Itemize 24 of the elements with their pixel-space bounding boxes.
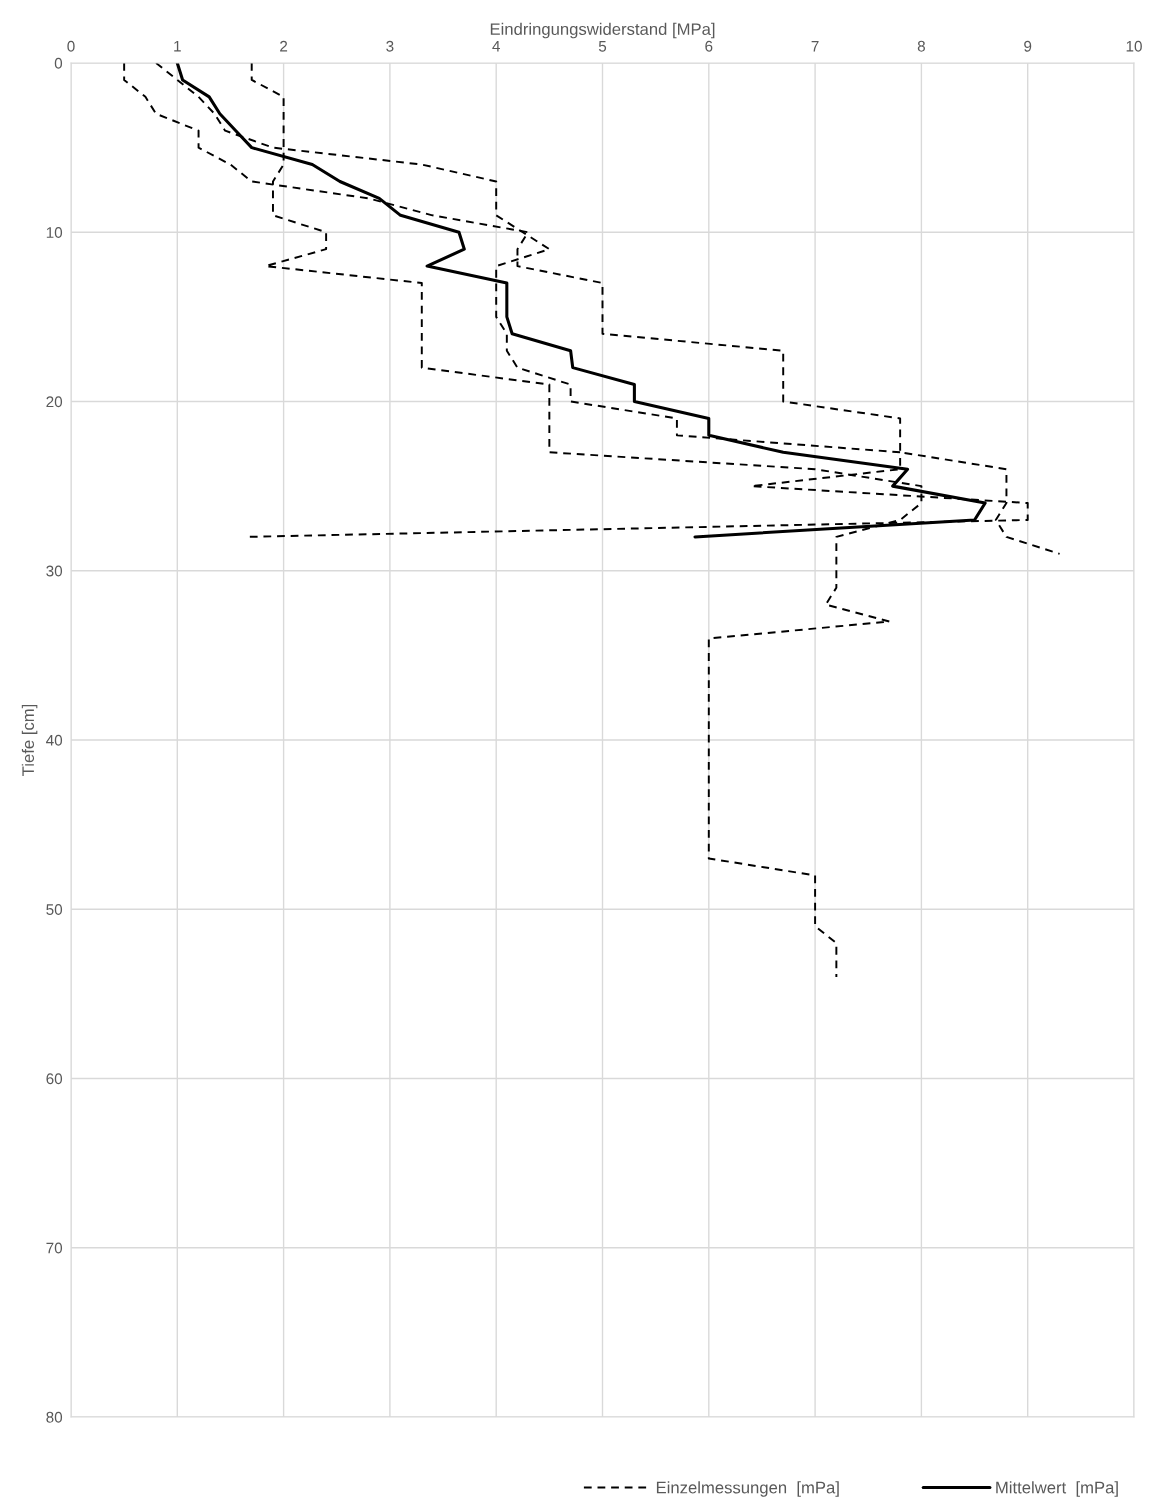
x-tick-label: 8 — [917, 40, 925, 52]
x-tick-label: 9 — [1024, 40, 1032, 52]
y-tick-label: 10 — [46, 227, 63, 238]
x-tick-label: 6 — [705, 40, 713, 52]
x-axis-title: Eindringungswiderstand [MPa] — [490, 22, 715, 39]
x-tick-label: 2 — [280, 40, 288, 52]
x-tick-label: 1 — [174, 40, 181, 52]
y-axis-title: Tiefe [cm] — [21, 704, 38, 776]
y-tick-label: 80 — [46, 1411, 63, 1423]
x-tick-label: 4 — [492, 40, 500, 52]
y-tick-label: 30 — [46, 565, 63, 577]
y-tick-label: 50 — [46, 904, 63, 915]
x-tick-label: 0 — [67, 40, 75, 52]
x-tick-label: 10 — [1126, 40, 1142, 52]
y-tick-label: 70 — [46, 1242, 63, 1254]
x-tick-label: 5 — [598, 40, 607, 52]
legend-label: Einzelmessungen [mPa] — [656, 1481, 839, 1497]
legend-label: Mittelwert [mPa] — [996, 1481, 1118, 1497]
x-tick-label: 3 — [386, 40, 394, 52]
y-tick-label: 20 — [46, 396, 63, 408]
y-tick-label: 0 — [54, 57, 63, 69]
y-tick-label: 40 — [46, 734, 63, 746]
y-tick-label: 60 — [46, 1073, 63, 1085]
x-tick-label: 7 — [811, 40, 819, 52]
